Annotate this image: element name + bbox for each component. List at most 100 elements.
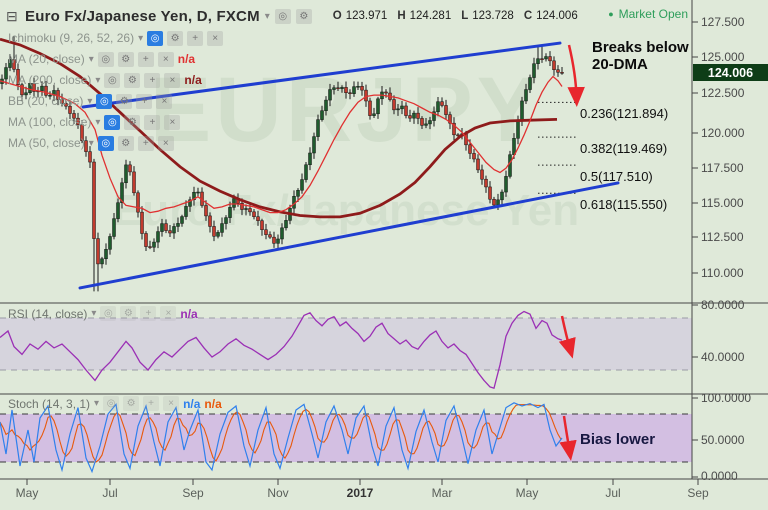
channel-upper-line[interactable] [81, 41, 562, 109]
open-label: O [332, 10, 342, 22]
close-icon[interactable]: × [160, 306, 177, 321]
gear-icon[interactable]: ⚙ [295, 8, 312, 24]
symbol-caret-icon[interactable]: ▾ [264, 10, 270, 22]
rsi-panel-header: RSI (14, close) ▾ ◎ ⚙ + × n/a [8, 306, 198, 321]
ohlc-values: O 123.971 H 124.281 L 123.728 C 124.006 [327, 10, 578, 22]
add-icon[interactable]: + [136, 93, 153, 109]
time-tick-year: 2017 [346, 486, 374, 500]
price-tick: 125.000 [701, 50, 745, 64]
chevron-down-icon[interactable]: ▾ [138, 32, 144, 44]
legend-row-ma100: MA (100, close) ▾ ◎ ⚙ + × [8, 114, 181, 130]
gear-icon[interactable]: ⚙ [124, 114, 141, 130]
gear-icon[interactable]: ⚙ [120, 306, 137, 321]
legend-label[interactable]: BB (20, close) [8, 94, 84, 108]
close-icon[interactable]: × [157, 51, 174, 67]
gear-icon[interactable]: ⚙ [123, 396, 140, 411]
add-icon[interactable]: + [137, 135, 154, 151]
chevron-down-icon[interactable]: ▾ [87, 95, 93, 107]
chevron-down-icon[interactable]: ▾ [94, 398, 100, 409]
gear-icon[interactable]: ⚙ [124, 72, 141, 88]
legend-label[interactable]: MA (50, close) [8, 136, 85, 150]
annotation-breaks-below[interactable]: Breaks below 20-DMA [592, 39, 689, 73]
last-price-badge: 124.006 [693, 64, 768, 81]
eye-icon[interactable]: ◎ [103, 396, 120, 411]
down-arrow-stoch[interactable] [559, 415, 577, 461]
rsi-label[interactable]: RSI (14, close) [8, 306, 88, 321]
legend-label[interactable]: Ichimoku (9, 26, 52, 26) [8, 31, 135, 45]
close-icon[interactable]: × [164, 114, 181, 130]
eye-icon[interactable]: ◎ [104, 72, 121, 88]
stoch-tick: 50.0000 [701, 433, 745, 447]
add-icon[interactable]: + [143, 396, 160, 411]
eye-icon[interactable]: ◎ [97, 135, 114, 151]
value-d-na: n/a [204, 396, 222, 411]
price-tick: 127.500 [701, 15, 745, 29]
legend-label[interactable]: MA (200, close) [8, 73, 92, 87]
time-tick: Jul [102, 486, 118, 500]
fib-retracement[interactable] [538, 101, 576, 194]
legend-label[interactable]: MA (100, close) [8, 115, 92, 129]
legend-label[interactable]: MA (20, close) [8, 52, 85, 66]
chevron-down-icon[interactable]: ▾ [95, 74, 101, 86]
price-tick: 115.000 [701, 196, 744, 210]
gear-icon[interactable]: ⚙ [116, 93, 133, 109]
gear-icon[interactable]: ⚙ [117, 135, 134, 151]
close-label: C [523, 10, 533, 22]
price-tick: 110.000 [701, 266, 744, 280]
chart-box-icon: ⊟ [6, 8, 18, 24]
low-label: L [461, 10, 469, 22]
add-icon[interactable]: + [144, 72, 161, 88]
market-status-label: Market Open [618, 7, 688, 21]
value-na: n/a [184, 73, 202, 87]
symbol-title[interactable]: Euro Fx/Japanese Yen, D, FXCM [25, 7, 260, 25]
stoch-label[interactable]: Stoch (14, 3, 1) [8, 396, 91, 411]
ma20-line [0, 75, 563, 214]
close-icon[interactable]: × [164, 72, 181, 88]
time-tick: Sep [687, 486, 709, 500]
down-arrow-main[interactable] [567, 44, 585, 107]
eye-icon[interactable]: ◎ [104, 114, 121, 130]
close-icon[interactable]: × [163, 396, 180, 411]
annotation-bias-lower[interactable]: Bias lower [580, 431, 656, 448]
close-icon[interactable]: × [157, 135, 174, 151]
rsi-line [0, 310, 563, 390]
chevron-down-icon[interactable]: ▾ [95, 116, 101, 128]
stoch-tick: 0.0000 [701, 469, 738, 483]
chevron-down-icon[interactable]: ▾ [91, 308, 97, 319]
add-icon[interactable]: + [144, 114, 161, 130]
market-open-dot-icon: ● [608, 9, 614, 19]
add-icon[interactable]: + [140, 306, 157, 321]
fib-label-0236[interactable]: 0.236(121.894) [580, 106, 669, 121]
rsi-tick: 40.0000 [701, 350, 745, 364]
close-icon[interactable]: × [207, 30, 224, 46]
eye-icon[interactable]: ◎ [274, 8, 291, 24]
chevron-down-icon[interactable]: ▾ [88, 53, 94, 65]
down-arrow-rsi[interactable] [558, 315, 576, 359]
eye-icon[interactable]: ◎ [97, 51, 114, 67]
legend-row-ma20: MA (20, close) ▾ ◎ ⚙ + × n/a [8, 51, 195, 67]
stoch-k-line [0, 402, 563, 474]
fib-label-05[interactable]: 0.5(117.510) [580, 169, 653, 184]
chevron-down-icon[interactable]: ▾ [88, 137, 94, 149]
time-tick: Mar [431, 486, 453, 500]
gear-icon[interactable]: ⚙ [117, 51, 134, 67]
eye-icon[interactable]: ◎ [147, 30, 164, 46]
add-icon[interactable]: + [187, 30, 204, 46]
open-value: 123.971 [345, 10, 388, 22]
market-status: ● Market Open [608, 7, 688, 21]
fib-label-0618[interactable]: 0.618(115.550) [580, 197, 668, 212]
close-icon[interactable]: × [156, 93, 173, 109]
channel-lower-line[interactable] [78, 181, 620, 290]
stoch-d-line [0, 403, 562, 463]
high-value: 124.281 [409, 10, 452, 22]
fib-label-0382[interactable]: 0.382(119.469) [580, 141, 668, 156]
eye-icon[interactable]: ◎ [96, 93, 113, 109]
watermark-symbol: EURJPY [149, 59, 543, 161]
add-icon[interactable]: + [137, 51, 154, 67]
candlestick-series [0, 36, 564, 292]
eye-icon[interactable]: ◎ [100, 306, 117, 321]
gear-icon[interactable]: ⚙ [167, 30, 184, 46]
